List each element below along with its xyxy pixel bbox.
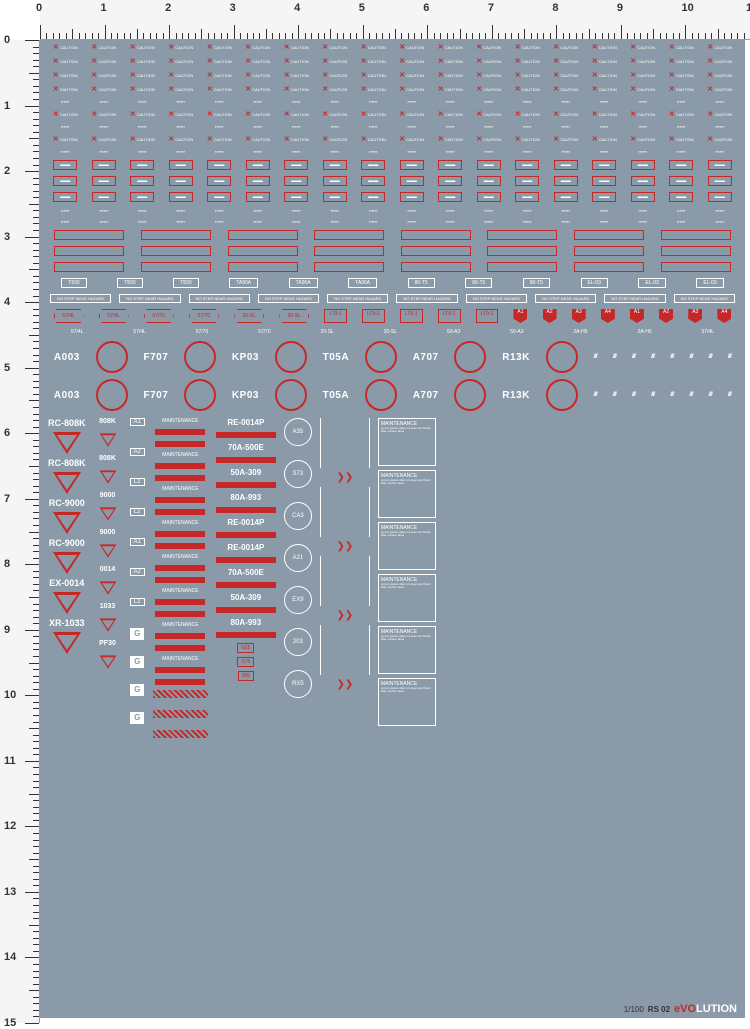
code-label: RS 02 (648, 1005, 670, 1014)
scale-label: 1/100 (624, 1005, 644, 1014)
decal-sheet: ✕ CAUTION✕ CAUTION✕ CAUTION✕ CAUTION✕ CA… (40, 40, 745, 1018)
triangle-column: RC-808KRC-808KRC-9000RC-9000EX-0014XR-10… (48, 418, 86, 654)
small-code-column: 808K808K9000900000141033PF30 (94, 418, 122, 673)
lower-section: RC-808KRC-808KRC-9000RC-9000EX-0014XR-10… (40, 414, 745, 750)
outline-boxes-row: NO STEP NEAR HAZARDNO STEP NEAR HAZARDNO… (40, 291, 745, 306)
hex-rect-row: 57/4L57/4L57/7057/7020-SL20-SLLT9-1LT9-1… (40, 306, 745, 326)
red-bracket-row-3 (40, 259, 745, 275)
maint-column: MAINTENANCELorem ipsum dolor sit amet te… (378, 418, 436, 726)
bars-column: MAINTENANCEMAINTENANCEMAINTENANCEMAINTEN… (153, 418, 208, 746)
chevron-column: ❯❯❯❯❯❯❯❯ (320, 418, 370, 690)
circles-column: A35S73CA3A21EX9203RX5 (284, 418, 312, 708)
code-circle-row-1: A003F707KP03T05AA707R13K////////////////… (40, 338, 745, 376)
red-bracket-row-2 (40, 243, 745, 259)
ruler-horizontal: 01234567891011 (40, 0, 750, 40)
brand-logo: eVOLUTION (674, 1003, 737, 1015)
mid-label-column: A1A2L1L2A1A2L1GGGG (130, 418, 145, 736)
code-circle-row-2: A003F707KP03T05AA707R13K////////////////… (40, 376, 745, 414)
red-bracket-row-1 (40, 227, 745, 243)
tiny-codes-row: 57/4L57/4L57/7057/7020-SL20-SL50-A350-A3… (40, 326, 745, 338)
sheet-footer: 1/100 RS 02 eVOLUTION (624, 1003, 737, 1015)
re-codes-column: RE-0014P70A-500E50A-30980A-993RE-0014PRE… (216, 418, 276, 681)
ruler-vertical: 0123456789101112131415 (0, 40, 40, 1023)
bracket-labels-row: T830T830T830TA90ATA90ATA90A80-T580-T580-… (40, 275, 745, 291)
top-section: ✕ CAUTION✕ CAUTION✕ CAUTION✕ CAUTION✕ CA… (40, 40, 745, 227)
